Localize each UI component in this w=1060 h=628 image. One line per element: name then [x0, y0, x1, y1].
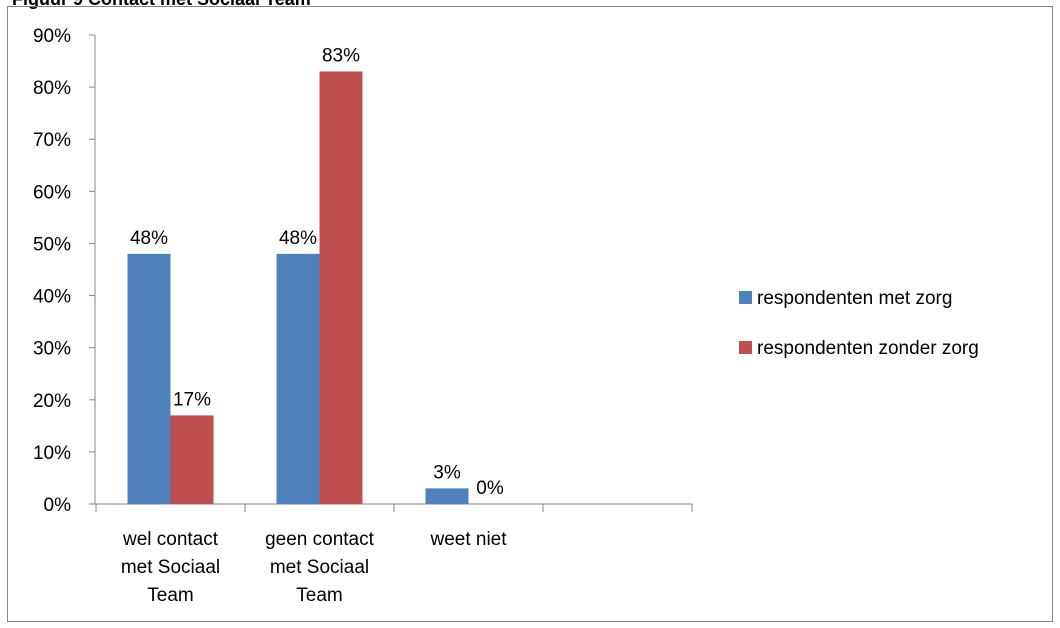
bar: [276, 253, 320, 504]
y-tick-label: 70%: [33, 130, 71, 151]
y-tick-label: 40%: [33, 287, 71, 308]
data-label: 48%: [130, 228, 168, 249]
x-category-label: geen contact: [265, 529, 375, 550]
bar: [127, 253, 171, 504]
data-labels: 48% 48% 3% 17% 83% 0%: [130, 45, 504, 499]
legend-swatch: [739, 291, 752, 304]
x-category-label: wel contact: [122, 529, 219, 550]
y-tick-label: 0%: [44, 495, 72, 516]
legend-label: respondenten zonder zorg: [757, 338, 979, 359]
data-label: 17%: [173, 389, 211, 410]
bar: [319, 71, 363, 504]
bars: [127, 71, 469, 504]
chart-frame: [7, 6, 1053, 622]
figure-title: Figuur 9 Contact met Sociaal Team: [12, 0, 311, 10]
bar: [425, 488, 469, 504]
x-category-label: Team: [296, 585, 342, 606]
legend: respondenten met zorg respondenten zonder…: [739, 288, 979, 359]
data-label: 0%: [476, 478, 504, 499]
axes: 0% 10% 20% 30% 40% 50% 60% 70% 80% 90% wel contact…: [33, 26, 693, 606]
y-tick-label: 80%: [33, 78, 71, 99]
y-tick-label: 60%: [33, 182, 71, 203]
bar: [170, 415, 214, 504]
y-tick-label: 10%: [33, 443, 71, 464]
legend-label: respondenten met zorg: [757, 288, 952, 309]
y-tick-label: 20%: [33, 391, 71, 412]
y-tick-label: 30%: [33, 339, 71, 360]
y-tick-label: 50%: [33, 234, 71, 255]
legend-swatch: [739, 341, 752, 354]
y-tick-label: 90%: [33, 26, 71, 47]
data-label: 48%: [279, 228, 317, 249]
data-label: 3%: [433, 462, 461, 483]
x-category-label: met Sociaal: [270, 557, 369, 578]
x-category-label: met Sociaal: [121, 557, 220, 578]
x-category-label: Team: [147, 585, 193, 606]
data-label: 83%: [322, 45, 360, 66]
x-category-label: weet niet: [429, 529, 507, 550]
